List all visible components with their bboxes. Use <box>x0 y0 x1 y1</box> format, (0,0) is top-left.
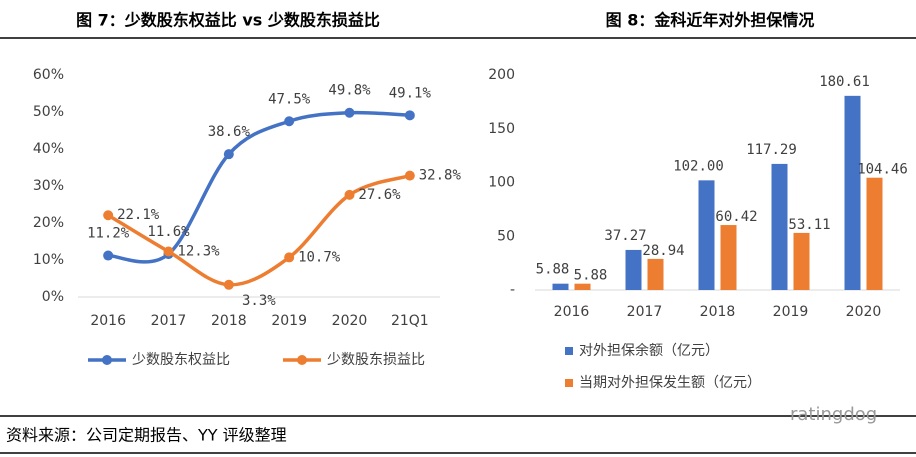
legend-swatch <box>565 347 573 355</box>
legend-swatch <box>297 355 307 365</box>
data-label: 117.29 <box>746 142 797 158</box>
y-tick-label: 100 <box>488 175 515 191</box>
data-label: 47.5% <box>268 91 311 107</box>
y-tick-label: 30% <box>33 178 64 194</box>
y-tick-label: 40% <box>33 141 64 157</box>
x-tick-label: 2016 <box>90 313 126 329</box>
y-tick-label: 60% <box>33 67 64 83</box>
bar <box>552 283 569 290</box>
x-tick-label: 2016 <box>554 304 590 320</box>
y-tick-label: 50 <box>497 228 515 244</box>
data-label: 22.1% <box>117 207 160 223</box>
data-label: 11.6% <box>147 224 190 240</box>
data-label: 38.6% <box>208 124 251 140</box>
point <box>223 149 234 160</box>
legend-label: 少数股东损益比 <box>327 352 425 368</box>
bar <box>844 95 861 290</box>
y-tick-label: 200 <box>488 67 515 83</box>
data-label: 49.8% <box>328 83 371 99</box>
legend-label: 当期对外担保发生额（亿元） <box>579 375 761 391</box>
data-label: 11.2% <box>87 226 130 242</box>
y-tick-label: - <box>510 282 515 298</box>
data-label: 5.88 <box>536 262 570 278</box>
line <box>107 173 411 287</box>
x-tick-label: 21Q1 <box>391 313 429 329</box>
point <box>344 107 355 118</box>
x-tick-label: 2018 <box>700 304 736 320</box>
data-label: 10.7% <box>298 249 341 265</box>
y-tick-label: 20% <box>33 215 64 231</box>
bar <box>720 225 737 290</box>
data-label: 27.6% <box>358 187 401 203</box>
bar <box>625 249 642 290</box>
data-label: 3.3% <box>242 293 276 309</box>
point <box>404 170 415 181</box>
x-tick-label: 2019 <box>773 304 809 320</box>
legend-swatch <box>565 379 573 387</box>
point <box>163 246 174 257</box>
x-tick-label: 2017 <box>627 304 663 320</box>
x-tick-label: 2020 <box>846 304 882 320</box>
data-label: 28.94 <box>642 243 684 259</box>
point <box>103 250 114 261</box>
data-label: 49.1% <box>389 85 432 101</box>
chart-title: 图 8：金科近年对外担保情况 <box>606 11 815 30</box>
legend-swatch <box>102 355 112 365</box>
x-tick-label: 2019 <box>271 313 307 329</box>
data-label: 32.8% <box>419 168 462 184</box>
x-tick-label: 2018 <box>211 313 247 329</box>
bar <box>771 163 788 290</box>
y-tick-label: 150 <box>488 121 515 137</box>
data-label: 102.00 <box>673 158 724 174</box>
chart-title: 图 7：少数股东权益比 vs 少数股东损益比 <box>76 11 380 30</box>
point <box>404 110 415 121</box>
source-note: 资料来源：公司定期报告、YY 评级整理 <box>6 426 287 445</box>
data-label: 53.11 <box>788 217 830 233</box>
x-tick-label: 2017 <box>151 313 187 329</box>
point <box>103 210 114 221</box>
y-tick-label: 10% <box>33 252 64 268</box>
point <box>284 252 295 263</box>
bar <box>866 177 883 290</box>
point <box>344 189 355 200</box>
legend-label: 对外担保余额（亿元） <box>579 342 719 359</box>
point <box>284 116 295 127</box>
y-tick-label: 0% <box>42 289 64 305</box>
bar <box>574 283 591 290</box>
data-label: 5.88 <box>574 268 608 284</box>
legend-label: 少数股东权益比 <box>132 352 230 368</box>
data-label: 180.61 <box>819 74 870 90</box>
x-tick-label: 2020 <box>332 313 368 329</box>
data-label: 37.27 <box>604 228 646 244</box>
bar <box>793 232 810 290</box>
bar <box>698 180 715 290</box>
data-label: 104.46 <box>857 162 908 178</box>
watermark: ratingdog <box>790 404 877 425</box>
y-tick-label: 50% <box>33 104 64 120</box>
data-label: 60.42 <box>715 209 757 225</box>
point <box>223 279 234 290</box>
data-label: 12.3% <box>177 243 220 259</box>
bar <box>647 258 664 290</box>
